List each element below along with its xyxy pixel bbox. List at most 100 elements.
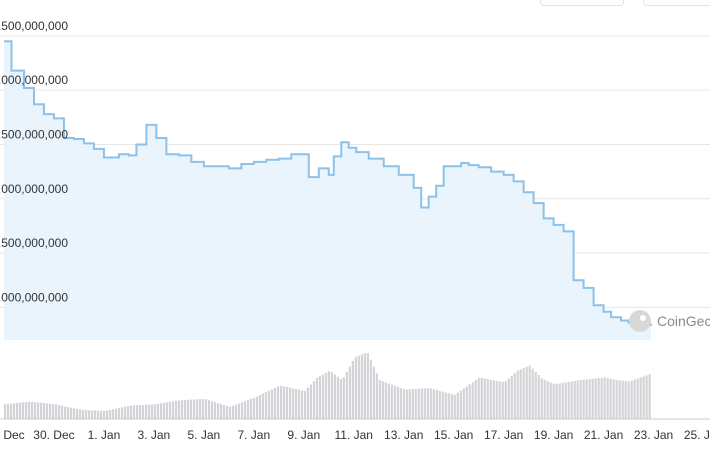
watermark-text: CoinGecko xyxy=(657,313,710,329)
volume-bar xyxy=(147,404,151,419)
volume-bar xyxy=(606,378,609,419)
volume-bar xyxy=(609,378,612,419)
volume-bar xyxy=(630,380,633,419)
volume-bar xyxy=(510,375,513,419)
volume-bar xyxy=(417,388,420,419)
volume-bar xyxy=(414,388,417,419)
volume-bar xyxy=(498,381,501,419)
volume-bar xyxy=(582,379,585,419)
volume-bar xyxy=(153,404,157,419)
volume-bar xyxy=(39,402,43,419)
volume-bar xyxy=(207,400,211,419)
volume-bar xyxy=(348,366,351,419)
y-tick-label: 8,500,000,000 xyxy=(0,19,68,33)
volume-bar xyxy=(429,388,432,419)
price-area-fill xyxy=(4,41,652,341)
volume-bar xyxy=(480,377,483,419)
volume-bar xyxy=(501,381,504,419)
volume-bar xyxy=(75,408,79,419)
volume-bar xyxy=(639,377,642,419)
y-tick-label: 6,500,000,000 xyxy=(0,236,68,250)
volume-bar xyxy=(159,403,163,419)
volume-bar xyxy=(420,388,423,419)
volume-bar xyxy=(477,378,480,419)
volume-bar xyxy=(558,383,561,419)
volume-bar xyxy=(456,392,459,419)
volume-bar xyxy=(312,381,315,419)
volume-bar xyxy=(180,400,184,419)
gecko-eye-icon xyxy=(640,315,646,321)
volume-bar xyxy=(339,379,342,419)
volume-bar xyxy=(387,383,390,419)
volume-bar xyxy=(447,393,450,419)
range-button-right[interactable] xyxy=(643,0,710,6)
x-tick-label: 21. Jan xyxy=(584,428,623,442)
volume-bar xyxy=(315,377,318,419)
volume-bars xyxy=(0,353,710,420)
volume-bar xyxy=(84,409,88,419)
volume-bar xyxy=(303,390,306,419)
volume-bar xyxy=(450,394,453,419)
range-button-left[interactable] xyxy=(540,0,624,6)
volume-bar xyxy=(402,389,405,419)
volume-bar xyxy=(105,410,109,419)
y-tick-label: 7,000,000,000 xyxy=(0,182,68,196)
volume-bar xyxy=(69,407,73,419)
x-axis-ticks: 28. Dec 30. Dec 1. Jan 3. Jan 5. Jan 7. Jan 9.… xyxy=(0,428,710,442)
volume-bar xyxy=(378,380,381,419)
volume-bar xyxy=(471,382,474,419)
volume-bar xyxy=(543,379,546,419)
volume-bar xyxy=(462,388,465,419)
volume-bar xyxy=(4,404,7,419)
volume-bar xyxy=(441,391,444,419)
volume-bar xyxy=(198,399,202,419)
volume-bar xyxy=(504,381,507,419)
volume-bar xyxy=(174,400,178,419)
volume-bar xyxy=(588,379,591,419)
x-tick-label: 7. Jan xyxy=(237,428,270,442)
volume-bar xyxy=(270,389,274,419)
volume-bar xyxy=(204,399,208,419)
volume-bar xyxy=(222,405,226,419)
volume-bar xyxy=(57,405,61,419)
volume-bar xyxy=(360,354,363,419)
volume-bar xyxy=(486,379,489,419)
volume-bar xyxy=(219,404,223,419)
volume-bar xyxy=(216,403,220,419)
volume-bar xyxy=(603,377,606,419)
volume-bar xyxy=(18,402,22,419)
volume-bar xyxy=(570,381,573,419)
volume-bar xyxy=(210,401,214,419)
volume-bar xyxy=(6,403,10,419)
volume-bar xyxy=(255,396,259,419)
volume-bar xyxy=(474,380,477,419)
volume-bar xyxy=(546,381,549,419)
volume-bar xyxy=(516,370,519,419)
volume-bar xyxy=(306,387,309,419)
volume-bar xyxy=(108,409,112,419)
volume-bar xyxy=(300,390,303,419)
volume-bar xyxy=(615,380,618,419)
volume-bar xyxy=(162,402,166,419)
volume-bar xyxy=(390,384,393,419)
volume-bar xyxy=(552,383,555,419)
volume-bar xyxy=(438,390,441,419)
volume-bar xyxy=(228,406,232,419)
volume-bar xyxy=(393,385,396,419)
y-tick-label: 7,500,000,000 xyxy=(0,127,68,141)
volume-bar xyxy=(276,386,280,419)
volume-bar xyxy=(366,353,369,419)
x-tick-label: 30. Dec xyxy=(33,428,74,442)
volume-bar xyxy=(507,378,510,419)
volume-bar xyxy=(537,375,540,419)
volume-bar xyxy=(45,403,49,419)
volume-bar xyxy=(345,371,348,419)
volume-bar xyxy=(579,380,582,419)
y-tick-label: 6,000,000,000 xyxy=(0,290,68,304)
volume-bar xyxy=(168,401,172,419)
volume-bar xyxy=(363,353,366,419)
volume-bar xyxy=(555,383,558,419)
volume-bar xyxy=(252,397,256,419)
volume-bar xyxy=(585,379,588,419)
